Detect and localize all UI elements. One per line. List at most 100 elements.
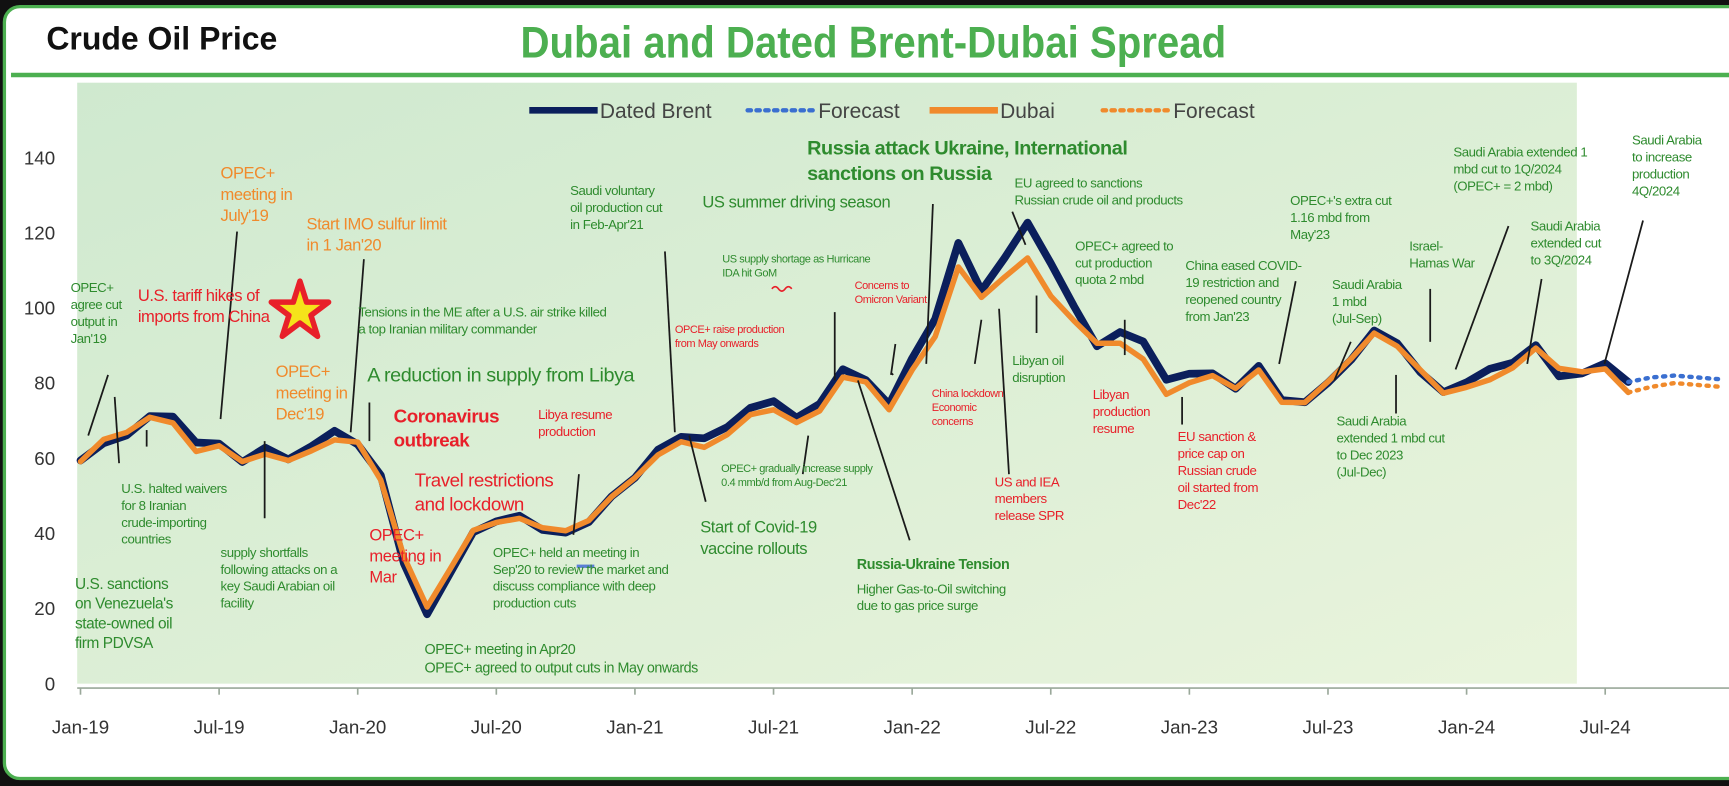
annotation-line: 19 restriction and — [1185, 275, 1279, 290]
annotation-line: (Jul-Dec) — [1336, 464, 1386, 479]
annotation-line: sanctions on Russia — [807, 163, 993, 185]
annotation: OPEC+ meeting in Mar — [369, 525, 441, 586]
x-tick-label: Jan-20 — [329, 716, 386, 737]
annotation-line: OPEC+ gradually increase supply — [721, 463, 873, 475]
annotation: Coronavirus outbreak — [394, 405, 500, 450]
annotation: Start IMO sulfur limit in 1 Jan'20 — [307, 214, 448, 254]
annotation-line: US supply shortage as Hurricane — [722, 253, 870, 265]
x-tick-label: Jul-23 — [1302, 716, 1353, 737]
annotation: OPEC+ held an meeting in Sep'20 to review… — [493, 545, 669, 611]
annotation-line: Mar — [369, 568, 397, 587]
annotation-line: production cuts — [493, 596, 577, 611]
annotation-line: countries — [121, 532, 171, 547]
annotation-line: 1 mbd — [1332, 294, 1367, 309]
annotation-line: production — [538, 424, 595, 439]
pointer — [890, 343, 897, 376]
series-line — [1626, 373, 1723, 385]
annotation: Saudi Arabia to increase production 4Q/2024 — [1632, 132, 1703, 198]
annotation-line: Concerns to — [855, 280, 910, 292]
annotation-line: in Feb-Apr'21 — [570, 217, 643, 232]
x-tick-label: Jan-21 — [606, 716, 663, 737]
annotation-line: Saudi Arabia — [1336, 414, 1407, 429]
annotation: Russia-Ukraine Tension — [857, 557, 1009, 573]
pointer — [87, 374, 109, 436]
annotation-line: 1.16 mbd from — [1290, 210, 1370, 225]
annotation-line: to increase — [1632, 149, 1692, 164]
annotation-line: U.S. sanctions — [75, 576, 169, 593]
annotation-line: IDA hit GoM — [722, 268, 777, 280]
x-tick-label: Jul-24 — [1580, 716, 1631, 737]
annotation-line: output in — [71, 314, 118, 329]
annotation: U.S. sanctions on Venezuela's state-owned … — [75, 576, 174, 652]
annotation-line: Saudi voluntary — [570, 183, 655, 198]
pointer — [973, 319, 983, 365]
pointer — [1454, 225, 1510, 370]
pointer — [801, 435, 810, 475]
annotation: Tensions in the ME after a U.S. air stri… — [358, 304, 606, 336]
annotation-line: imports from China — [138, 307, 271, 326]
y-tick-label: 120 — [24, 222, 55, 243]
annotation-line: Libyan — [1093, 387, 1129, 402]
annotation-line: OPEC+ — [71, 280, 115, 295]
legend-label: Forecast — [1173, 100, 1255, 123]
annotation-line: Russian crude — [1178, 463, 1257, 478]
annotation-line: outbreak — [394, 429, 471, 450]
annotation-line: 4Q/2024 — [1632, 183, 1680, 198]
pointer — [857, 380, 911, 541]
annotation-line: OPEC+ meeting in Apr20 — [425, 642, 576, 658]
annotation-line: Dec'22 — [1178, 497, 1216, 512]
annotation-line: agree cut — [71, 297, 123, 312]
x-tick-label: Jul-21 — [748, 716, 799, 737]
annotation-line: from May onwards — [675, 338, 759, 350]
annotation: Start of Covid-19 vaccine rollouts — [700, 518, 817, 558]
annotation-line: and lockdown — [415, 493, 524, 514]
annotation-line: price cap on — [1178, 446, 1245, 461]
annotation: OPEC+ meeting in July'19 — [221, 164, 293, 225]
series-line — [77, 255, 1632, 610]
annotation-line: quota 2 mbd — [1075, 272, 1144, 287]
annotation: Saudi voluntary oil production cut in Feb-… — [570, 183, 663, 232]
annotation-line: oil started from — [1178, 480, 1259, 495]
annotation-line: May'23 — [1290, 227, 1330, 242]
x-tick-label: Jul-19 — [194, 716, 245, 737]
marker-icon — [576, 564, 595, 568]
annotation-line: OPEC+ — [369, 525, 423, 544]
annotation-line: OPEC+ — [221, 164, 275, 183]
series-line — [1626, 380, 1723, 395]
annotation: Travel restrictions and lockdown — [415, 469, 554, 514]
annotation-line: (Jul-Sep) — [1332, 311, 1382, 326]
annotation-line: OPEC+ — [276, 362, 330, 381]
annotation-line: members — [995, 491, 1048, 506]
annotation: OPEC+ agree cut output in Jan'19 — [71, 280, 123, 346]
annotation-line: key Saudi Arabian oil — [221, 579, 336, 594]
annotation-line: Russia attack Ukraine, International — [807, 137, 1127, 159]
legend-label: Forecast — [818, 100, 900, 123]
annotation-line: state-owned oil — [75, 615, 172, 632]
annotation-line: Dec'19 — [276, 404, 325, 423]
annotation-line: US and IEA — [995, 474, 1060, 489]
x-tick-label: Jul-22 — [1025, 716, 1076, 737]
annotation-line: resume — [1093, 421, 1135, 436]
annotation: US supply shortage as Hurricane IDA hit G… — [722, 253, 870, 279]
annotation-line: Travel restrictions — [415, 469, 554, 490]
y-tick-label: 20 — [34, 598, 55, 619]
annotation: US summer driving season — [702, 192, 890, 211]
y-tick-label: 80 — [34, 373, 55, 394]
annotation-line: July'19 — [221, 206, 269, 225]
annotation-line: in 1 Jan'20 — [307, 236, 382, 255]
pointer — [219, 231, 238, 420]
annotation-line: supply shortfalls — [221, 545, 309, 560]
pointer — [890, 372, 894, 376]
x-tick-label: Jan-22 — [884, 716, 941, 737]
annotation-line: Israel- — [1409, 238, 1443, 253]
pointer — [688, 435, 707, 502]
x-tick-label: Jul-20 — [471, 716, 522, 737]
annotation: OPEC+ meeting in Apr20 OPEC+ agreed to ou… — [425, 642, 699, 676]
annotation-line: disruption — [1012, 370, 1065, 385]
annotation: China lockdown Economic concerns — [932, 388, 1004, 428]
annotation: EU agreed to sanctions Russian crude oil … — [1014, 175, 1183, 207]
x-tick-label: Jan-19 — [52, 716, 109, 737]
annotation: Russia attack Ukraine, International sanc… — [807, 137, 1127, 184]
annotation-line: extended 1 mbd cut — [1336, 431, 1445, 446]
